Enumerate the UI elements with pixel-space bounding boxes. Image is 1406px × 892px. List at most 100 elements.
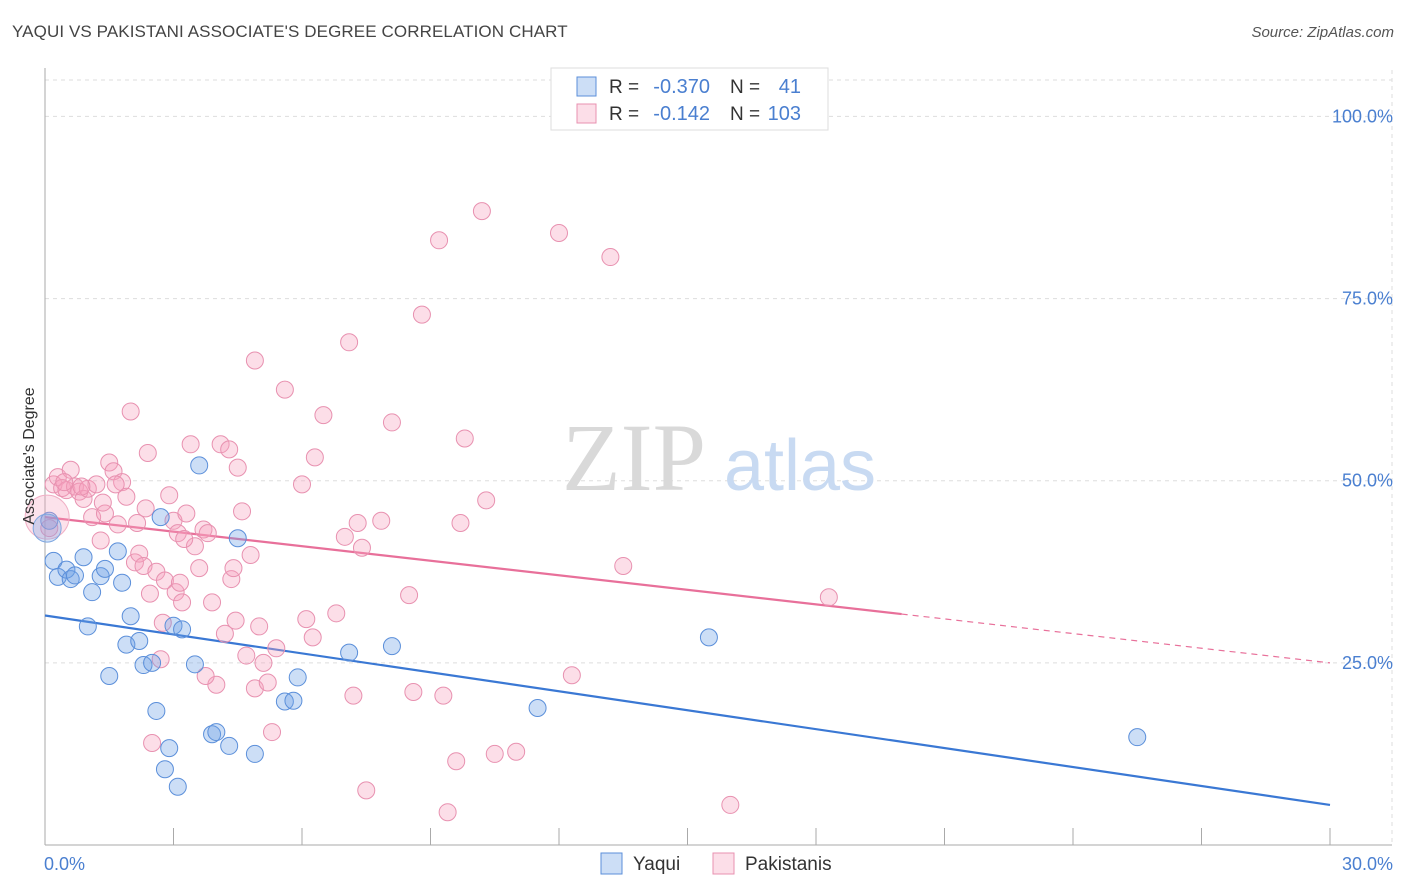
yaqui-point	[382, 637, 401, 656]
pakistanis-point	[153, 613, 172, 632]
pakistanis-point	[245, 351, 264, 370]
pakistanis-point	[305, 448, 324, 467]
pakistanis-point	[438, 803, 457, 822]
pakistanis-point	[224, 559, 243, 578]
legend-swatch	[576, 76, 597, 97]
pakistanis-point	[143, 734, 162, 752]
pakistanis-point	[72, 477, 91, 496]
pakistanis-point	[314, 406, 333, 425]
yaqui-trend-line	[44, 614, 1331, 807]
pakistanis-point-large	[24, 494, 70, 540]
pakistanis-point	[434, 686, 453, 705]
pakistanis-point	[181, 435, 200, 454]
yaqui-point-large	[32, 513, 62, 543]
pakistanis-point	[614, 556, 633, 575]
yaqui-point	[284, 691, 303, 710]
yaqui-point	[185, 655, 204, 674]
yaqui-point	[121, 607, 140, 626]
yaqui-point	[147, 701, 166, 720]
yaqui-point	[173, 620, 192, 639]
pakistanis-point	[562, 666, 581, 685]
pakistanis-point	[451, 513, 470, 532]
yaqui-point	[143, 653, 162, 672]
pakistanis-point	[352, 538, 371, 557]
yaqui-point	[160, 739, 179, 758]
pakistanis-point	[215, 624, 234, 643]
yaqui-point	[155, 760, 174, 779]
bottom-legend: Yaqui Pakistanis	[600, 852, 832, 875]
yaqui-point	[78, 617, 97, 636]
chart-title: YAQUI VS PAKISTANI ASSOCIATE'S DEGREE CO…	[12, 22, 568, 41]
pakistanis-point	[185, 537, 204, 556]
pakistanis-point	[87, 475, 106, 494]
pakistanis-point	[455, 429, 474, 448]
yaqui-point	[83, 583, 102, 602]
y-axis-title-group: Associate's Degree	[21, 387, 38, 524]
pakistanis-point	[228, 458, 247, 477]
pakistanis-point	[128, 513, 147, 532]
bottom-legend-label-yaqui: Yaqui	[633, 854, 680, 875]
legend-n-label: N =	[730, 77, 760, 98]
pakistanis-point	[601, 248, 620, 267]
legend-r-label: R =	[609, 77, 639, 98]
pakistanis-point	[196, 666, 215, 685]
pakistanis-point	[447, 752, 466, 771]
y-tick-label: 100.0%	[1332, 106, 1393, 126]
y-tick-label: 50.0%	[1342, 471, 1393, 491]
pakistanis-point	[412, 305, 431, 324]
y-tick-label: 25.0%	[1342, 653, 1393, 673]
yaqui-point	[74, 548, 93, 567]
pakistanis-point	[166, 583, 185, 602]
pakistanis-point	[226, 611, 245, 630]
pakistanis-point	[297, 610, 316, 629]
yaqui-point	[168, 777, 187, 796]
x-tick-label: 0.0%	[44, 854, 85, 874]
y-axis-title: Associate's Degree	[21, 387, 38, 524]
pakistanis-point	[327, 604, 346, 623]
pakistanis-point	[250, 617, 269, 636]
x-tick-label: 30.0%	[1342, 854, 1393, 874]
pakistanis-point	[382, 413, 401, 432]
pakistanis-point	[211, 435, 230, 454]
pakistanis-point	[91, 531, 110, 550]
bottom-legend-swatch-pakistanis	[712, 852, 735, 875]
data-points	[24, 202, 1147, 822]
bottom-legend-label-pakistanis: Pakistanis	[745, 854, 832, 875]
yaqui-point	[220, 736, 239, 755]
pakistanis-point	[108, 515, 127, 534]
pakistanis-point	[136, 499, 155, 518]
pakistanis-point	[160, 486, 179, 505]
legend-r-label: R =	[609, 104, 639, 125]
yaqui-point	[95, 559, 114, 578]
pakistanis-point	[721, 795, 740, 814]
pakistanis-point	[348, 513, 367, 532]
trend-lines	[44, 516, 1331, 807]
pakistanis-point	[40, 519, 59, 538]
watermark: ZIP atlas	[562, 404, 876, 511]
yaqui-point	[40, 511, 59, 530]
yaqui-point	[190, 456, 209, 475]
pakistanis-point	[233, 502, 252, 521]
yaqui-point	[528, 699, 547, 718]
pakistanis-point	[477, 491, 496, 510]
yaqui-point	[108, 542, 127, 561]
watermark-zip: ZIP	[562, 404, 706, 511]
pakistanis-point	[485, 744, 504, 763]
pakistanis-point	[155, 571, 174, 590]
grid-lines	[45, 70, 1393, 845]
pakistanis-point	[303, 628, 322, 647]
pakistanis-point	[254, 653, 273, 672]
yaqui-point	[151, 508, 170, 527]
pakistanis-point	[507, 742, 526, 761]
legend-r-value: -0.142	[653, 103, 710, 125]
pakistanis-trend-extension	[901, 613, 1331, 664]
pakistanis-point	[140, 584, 159, 603]
pakistanis-point	[550, 224, 568, 242]
pakistanis-point	[267, 639, 286, 658]
legend-n-label: N =	[730, 104, 760, 125]
bottom-legend-swatch-yaqui	[600, 852, 623, 875]
pakistanis-point	[198, 524, 217, 543]
pakistanis-point	[177, 504, 196, 523]
pakistanis-point	[263, 723, 282, 742]
pakistanis-point	[241, 546, 260, 565]
